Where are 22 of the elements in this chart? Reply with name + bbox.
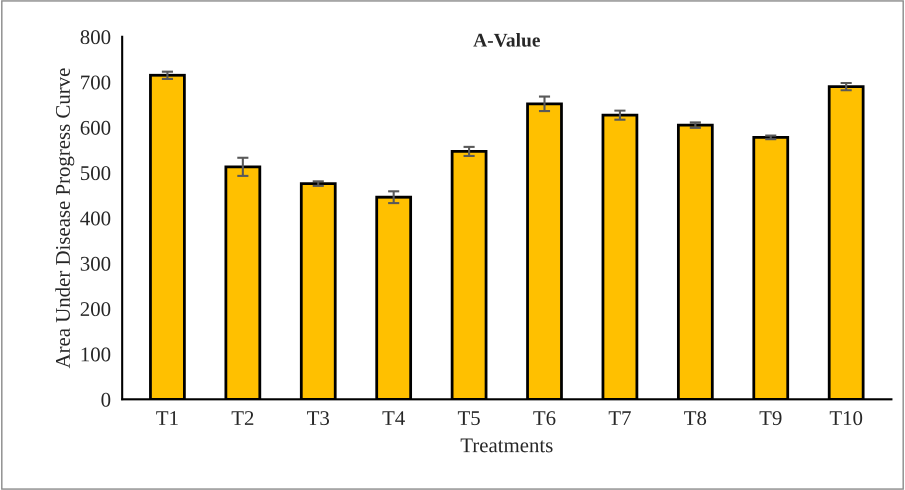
y-tick-label: 700 <box>81 75 110 90</box>
chart-title: A-Value <box>473 33 540 47</box>
x-tick-label: T1 <box>156 411 178 425</box>
x-tick-label: T2 <box>232 411 254 425</box>
y-tick-label: 200 <box>80 302 110 316</box>
y-tick-label: 100 <box>82 347 110 362</box>
y-tick-label: 500 <box>81 166 110 180</box>
x-tick-label: T9 <box>760 411 782 426</box>
y-tick-label: 0 <box>101 392 110 407</box>
x-tick-label: T4 <box>382 411 405 425</box>
y-tick-label: 300 <box>80 256 110 271</box>
x-tick-label: T5 <box>458 411 480 426</box>
x-tick-label: T6 <box>533 411 556 426</box>
x-tick-label: T10 <box>830 411 862 426</box>
y-axis-title: Area Under Disease Progress Curve <box>55 68 74 368</box>
y-tick-label: 600 <box>80 120 110 135</box>
y-tick-label: 800 <box>80 30 110 44</box>
x-tick-label: T8 <box>684 411 706 426</box>
y-tick-label: 400 <box>80 211 110 226</box>
x-tick-label: T3 <box>307 411 330 426</box>
x-axis-title: Treatments <box>460 438 553 452</box>
x-tick-label: T7 <box>608 411 631 425</box>
